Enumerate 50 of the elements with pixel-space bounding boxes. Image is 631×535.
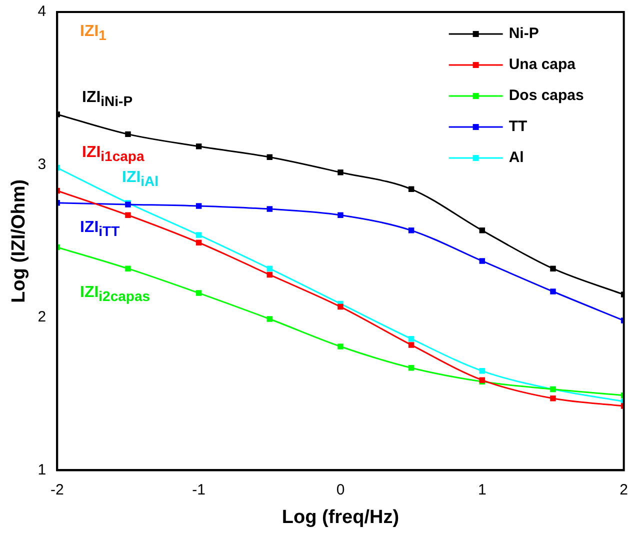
point — [196, 290, 202, 296]
point — [125, 212, 131, 218]
point — [196, 232, 202, 238]
y-tick-label: 3 — [38, 156, 46, 173]
annotation: IZI$_{i2capas}$ — [80, 284, 150, 304]
point — [408, 228, 414, 234]
point — [550, 288, 556, 294]
x-axis-title: Log (freq/Hz) — [282, 506, 400, 528]
x-tick-label: 2 — [620, 481, 628, 498]
point — [338, 344, 344, 350]
point — [266, 266, 273, 272]
point — [479, 368, 486, 374]
annotation: IZI$_{iTT}$ — [80, 219, 120, 240]
point — [408, 336, 414, 342]
y-tick-label: 4 — [38, 3, 46, 20]
point — [125, 266, 131, 272]
legend-label: Ni-P — [508, 25, 539, 42]
point — [479, 258, 486, 264]
legend-label: TT — [508, 118, 528, 136]
point — [125, 131, 131, 138]
x-tick-label: 0 — [336, 481, 345, 498]
point — [266, 206, 273, 212]
y-tick-label: 1 — [38, 461, 46, 478]
point — [408, 365, 414, 371]
point — [408, 186, 414, 192]
point — [196, 203, 202, 209]
annotation: IZI$_{1}$ — [80, 23, 106, 44]
legend-label: Dos capas — [508, 87, 584, 104]
point — [338, 170, 344, 176]
annotation: IZI$_{iAl}$ — [122, 169, 159, 190]
point — [338, 304, 344, 310]
x-tick-label: -1 — [192, 481, 206, 498]
annotation: IZI$_{iNi-P}$ — [82, 89, 133, 110]
legend-label: Una capa — [508, 56, 576, 74]
point — [196, 240, 202, 246]
x-tick-label: 1 — [478, 481, 486, 498]
point — [550, 396, 556, 402]
y-axis-title: Log (IZI/Ohm) — [8, 179, 30, 303]
point — [338, 212, 344, 218]
point — [408, 342, 414, 348]
point — [266, 154, 273, 160]
point — [266, 316, 273, 322]
point — [550, 266, 556, 272]
point — [479, 228, 486, 234]
annotation: IZI$_{i1capa}$ — [82, 144, 144, 164]
point — [196, 144, 202, 150]
y-tick-label: 2 — [38, 308, 46, 326]
x-tick-label: -2 — [50, 481, 64, 498]
point — [266, 272, 273, 278]
legend-label: Al — [508, 149, 524, 166]
